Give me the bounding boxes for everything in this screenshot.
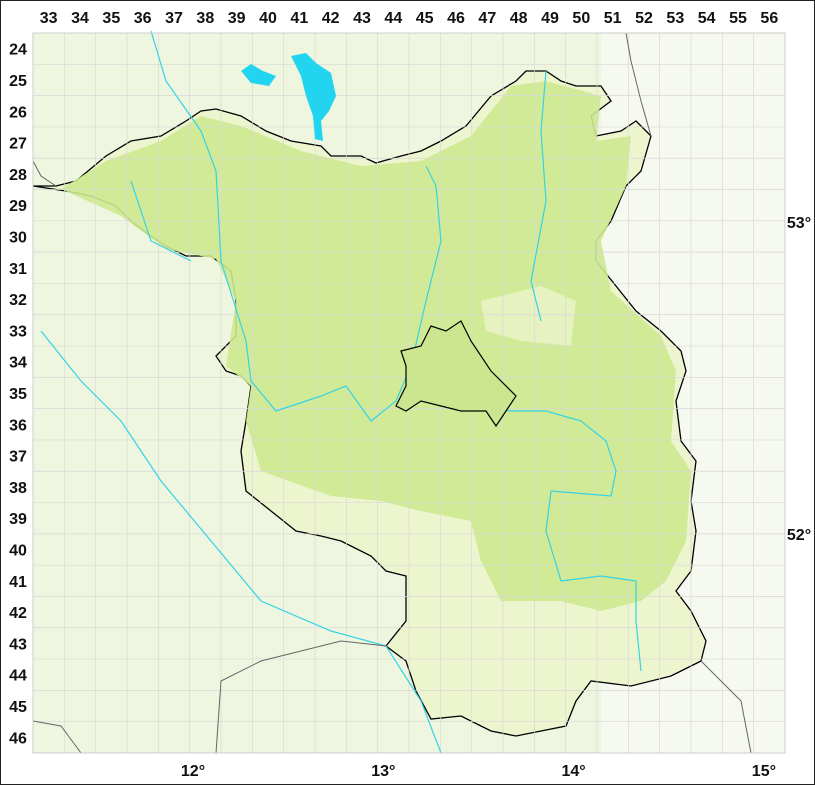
column-label: 38 <box>196 10 214 27</box>
column-label: 40 <box>259 10 277 27</box>
row-label: 26 <box>9 104 27 121</box>
grid-labels: 33 34 35 36 37 38 39 40 41 42 43 44 45 46 47 48 49 50 51 52… <box>9 10 811 780</box>
column-label: 41 <box>290 10 308 27</box>
column-label: 50 <box>572 10 590 27</box>
column-label: 46 <box>447 10 465 27</box>
column-label: 51 <box>604 10 622 27</box>
column-label: 44 <box>384 10 402 27</box>
column-label: 54 <box>698 10 716 27</box>
other-borders <box>32 32 752 754</box>
column-label: 36 <box>134 10 152 27</box>
row-label: 30 <box>9 229 27 246</box>
row-label: 41 <box>9 574 27 591</box>
column-label: 53 <box>666 10 684 27</box>
latitude-label: 52° <box>787 527 811 544</box>
column-label: 37 <box>165 10 183 27</box>
region-berlin <box>395 320 517 428</box>
row-label: 25 <box>9 73 27 90</box>
row-label: 44 <box>9 668 27 685</box>
row-label: 31 <box>9 261 27 278</box>
rivers <box>40 30 642 754</box>
row-label: 34 <box>9 355 27 372</box>
row-label: 28 <box>9 167 27 184</box>
column-label: 43 <box>353 10 371 27</box>
row-label: 27 <box>9 136 27 153</box>
longitude-label: 15° <box>752 763 776 780</box>
latitude-label: 53° <box>787 215 811 232</box>
column-label: 49 <box>541 10 559 27</box>
row-label: 36 <box>9 417 27 434</box>
row-label: 37 <box>9 449 27 466</box>
row-label: 39 <box>9 511 27 528</box>
row-label: 32 <box>9 292 27 309</box>
row-label: 45 <box>9 699 27 716</box>
row-label: 43 <box>9 636 27 653</box>
longitude-label: 14° <box>561 763 585 780</box>
row-label: 40 <box>9 543 27 560</box>
column-label: 45 <box>416 10 434 27</box>
row-label: 38 <box>9 480 27 497</box>
row-label: 29 <box>9 198 27 215</box>
lighter-patch <box>481 286 576 346</box>
row-label: 24 <box>9 42 27 59</box>
column-label: 39 <box>228 10 246 27</box>
column-label: 33 <box>40 10 58 27</box>
row-label: 35 <box>9 386 27 403</box>
longitude-label: 12° <box>181 763 205 780</box>
column-label: 34 <box>71 10 89 27</box>
column-label: 47 <box>478 10 496 27</box>
map-border <box>32 32 786 754</box>
row-label: 33 <box>9 323 27 340</box>
lakes <box>241 53 336 141</box>
column-label: 55 <box>729 10 747 27</box>
column-label: 56 <box>760 10 778 27</box>
longitude-label: 13° <box>371 763 395 780</box>
column-label: 42 <box>322 10 340 27</box>
column-label: 48 <box>510 10 528 27</box>
row-label: 46 <box>9 730 27 747</box>
column-label: 52 <box>635 10 653 27</box>
row-label: 42 <box>9 605 27 622</box>
column-label: 35 <box>102 10 120 27</box>
